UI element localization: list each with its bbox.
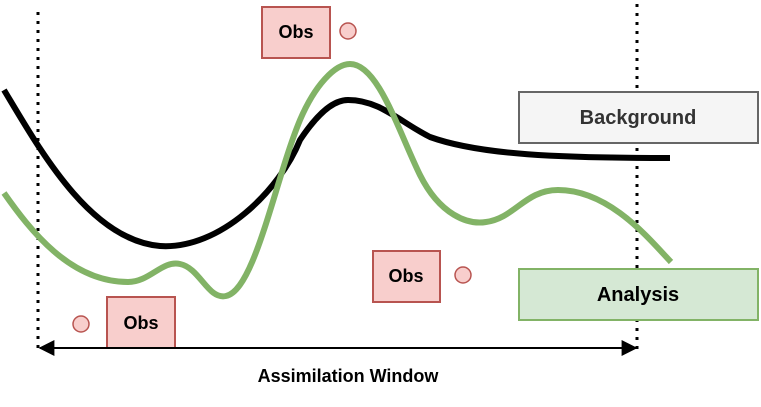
obs-box-middle-label: Obs: [388, 266, 423, 286]
background-curve: [1, 88, 671, 250]
obs-point-bottom: [72, 315, 90, 333]
analysis-legend-box: Analysis: [518, 268, 759, 321]
background-legend-label: Background: [580, 107, 697, 129]
obs-box-bottom-label: Obs: [123, 313, 158, 333]
obs-point-top: [339, 22, 357, 40]
obs-point-middle: [454, 266, 472, 284]
analysis-legend-label: Analysis: [597, 284, 679, 306]
obs-box-middle: Obs: [372, 250, 441, 303]
obs-box-top-label: Obs: [278, 22, 313, 42]
assimilation-window-label: Assimilation Window: [258, 366, 440, 386]
obs-box-bottom: Obs: [106, 296, 176, 349]
obs-box-top: Obs: [261, 6, 331, 59]
analysis-curve: [1, 60, 674, 300]
background-legend-box: Background: [518, 91, 759, 144]
